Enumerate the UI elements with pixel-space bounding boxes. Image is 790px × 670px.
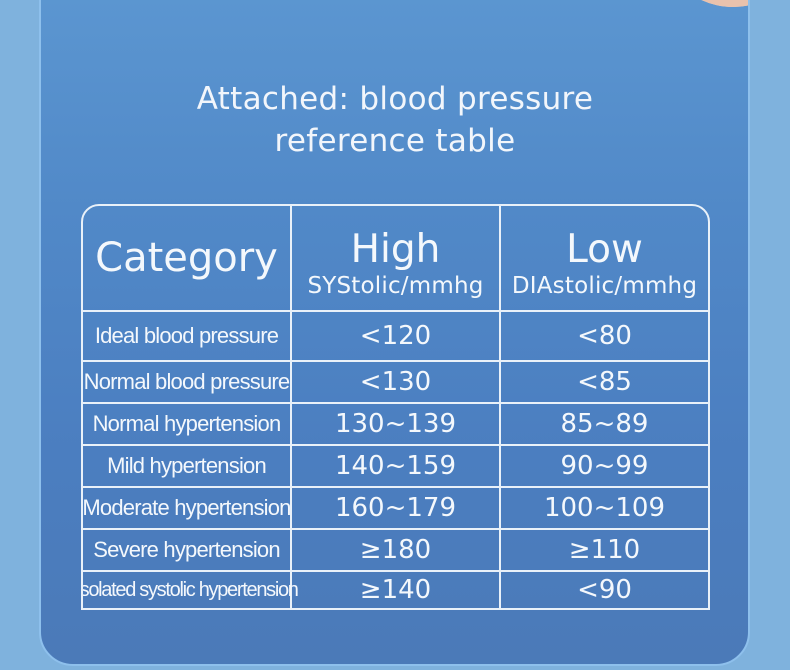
header-low: Low DIAstolic/mmhg <box>501 218 708 310</box>
row-divider <box>83 486 708 488</box>
row-divider <box>83 310 708 312</box>
row-moderate-high: 160~179 <box>334 493 457 523</box>
row-isolated-category: Isolated systolic hypertension <box>81 578 299 601</box>
row-severe-low: ≥110 <box>568 535 641 565</box>
row-divider <box>83 360 708 362</box>
row-isolated-high: ≥140 <box>359 575 432 605</box>
row-normal-hypertension-category: Normal hypertension <box>92 411 282 436</box>
row-divider <box>83 608 708 610</box>
header-high-unit: SYStolic/mmhg <box>307 273 484 299</box>
row-severe-high: ≥180 <box>359 535 432 565</box>
row-divider <box>83 570 708 572</box>
title-line-2: reference table <box>274 123 516 159</box>
decorative-circle <box>648 0 748 7</box>
row-normal-hypertension-high: 130~139 <box>334 409 457 439</box>
row-mild-low: 90~99 <box>560 451 649 481</box>
header-category: Category <box>95 235 278 281</box>
row-moderate-category: Moderate hypertension <box>82 495 291 520</box>
row-moderate-low: 100~109 <box>543 493 666 523</box>
row-mild-high: 140~159 <box>334 451 457 481</box>
row-isolated-low: <90 <box>577 575 632 605</box>
row-mild-category: Mild hypertension <box>107 453 267 478</box>
row-divider <box>83 444 708 446</box>
row-normal-category: Normal blood pressure <box>83 369 291 394</box>
row-normal-low: <85 <box>577 367 632 397</box>
header-high-label: High <box>350 227 441 272</box>
row-severe-category: Severe hypertension <box>93 537 280 562</box>
row-divider <box>83 402 708 404</box>
info-card <box>39 0 750 666</box>
header-high: High SYStolic/mmhg <box>292 218 499 310</box>
column-divider <box>290 206 292 608</box>
page-title: Attached: blood pressure reference table <box>0 78 790 162</box>
column-divider <box>499 206 501 608</box>
row-ideal-low: <80 <box>577 321 632 351</box>
row-normal-hypertension-low: 85~89 <box>560 409 649 439</box>
header-low-label: Low <box>566 227 643 272</box>
row-divider <box>83 528 708 530</box>
header-low-unit: DIAstolic/mmhg <box>511 273 698 299</box>
title-line-1: Attached: blood pressure <box>196 81 594 117</box>
blood-pressure-table: Category High SYStolic/mmhg Low DIAstoli… <box>81 204 710 610</box>
row-ideal-high: <120 <box>359 321 432 351</box>
row-normal-high: <130 <box>359 367 432 397</box>
row-ideal-category: Ideal blood pressure <box>94 323 279 348</box>
